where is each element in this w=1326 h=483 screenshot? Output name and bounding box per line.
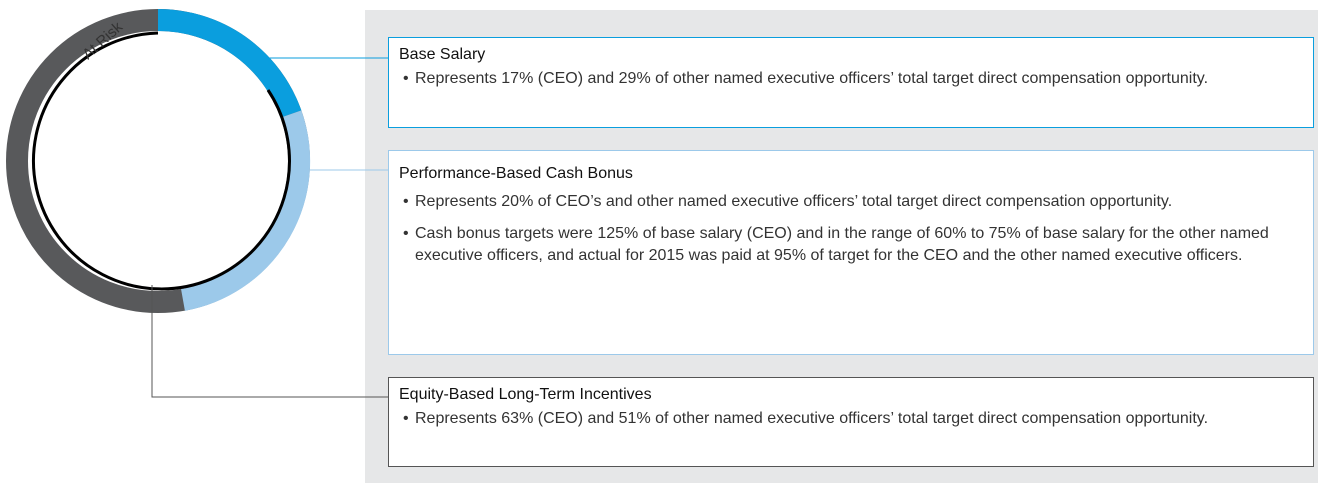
ring-base [157, 9, 302, 118]
equity-box: Equity-Based Long-Term Incentives Represe… [388, 377, 1314, 467]
item-title: Base Salary [399, 46, 486, 63]
bullet: Represents 20% of CEO’s and other named … [399, 191, 1303, 213]
bullet-list: Represents 20% of CEO’s and other named … [399, 191, 1303, 267]
ring-bonus [180, 110, 311, 311]
item-title: Performance-Based Cash Bonus [399, 165, 633, 182]
bullet-list: Represents 63% (CEO) and 51% of other na… [399, 408, 1303, 430]
bullet: Represents 17% (CEO) and 29% of other na… [399, 68, 1303, 90]
bullet: Represents 63% (CEO) and 51% of other na… [399, 408, 1303, 430]
bullet-list: Represents 17% (CEO) and 29% of other na… [399, 68, 1303, 90]
ring-diagram: At Risk [6, 9, 400, 398]
base-salary-box: Base Salary Represents 17% (CEO) and 29% … [388, 37, 1314, 128]
bonus-box: Performance-Based Cash Bonus Represents 2… [388, 150, 1314, 355]
item-title: Equity-Based Long-Term Incentives [399, 386, 652, 403]
bullet: Cash bonus targets were 125% of base sal… [399, 223, 1303, 267]
connector [151, 285, 400, 398]
at-risk-arc [31, 31, 291, 291]
